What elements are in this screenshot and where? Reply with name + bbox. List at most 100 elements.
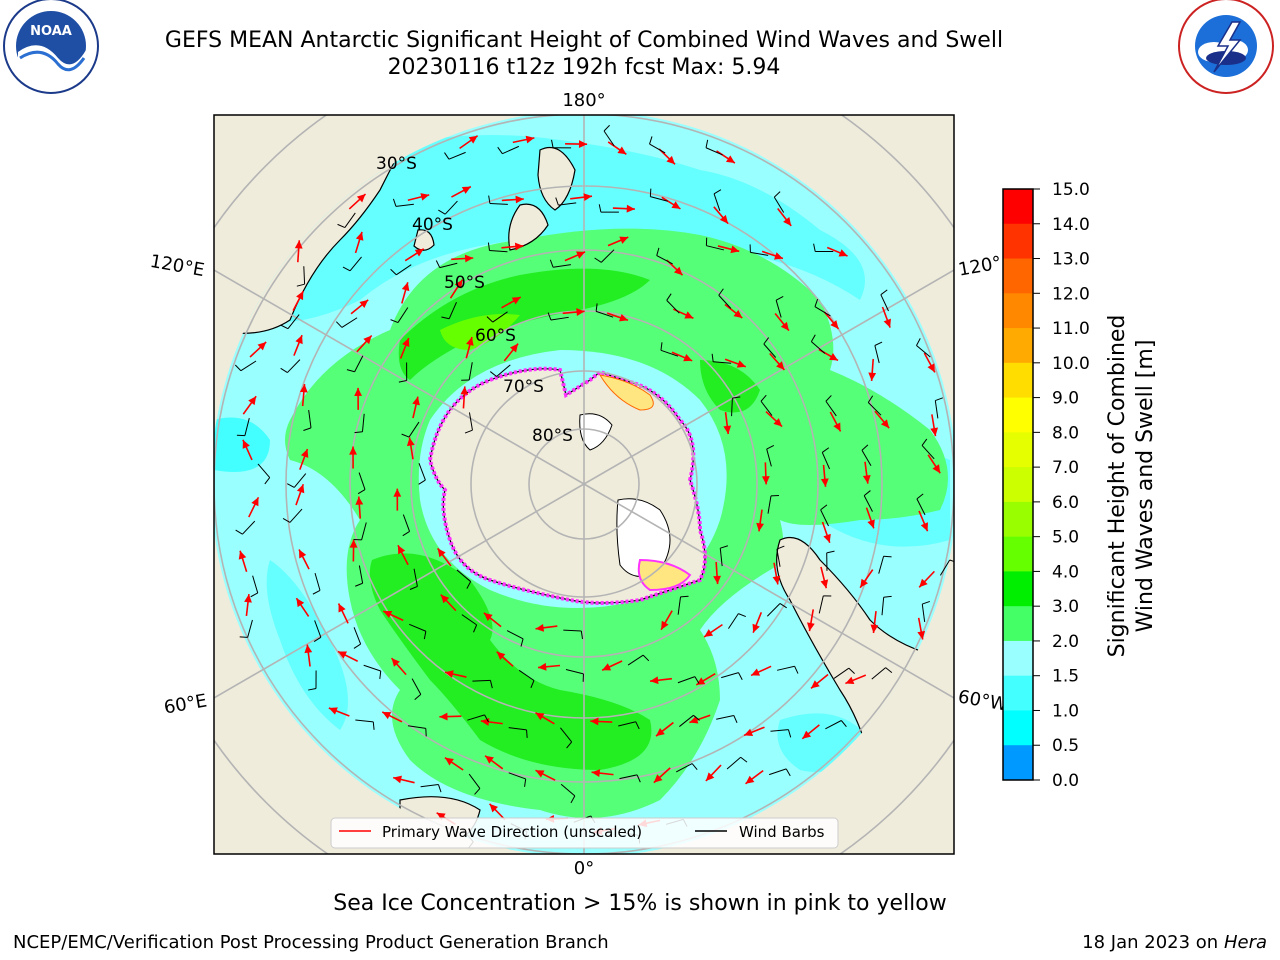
wind-barb-flag [524, 778, 527, 787]
wave-arrow-head [725, 155, 735, 164]
wave-arrow-head [402, 338, 410, 348]
wind-barb-flag [738, 672, 743, 680]
wave-arrow-head [338, 603, 346, 613]
wind-barb-flag [392, 198, 397, 207]
wind-barb-flag [484, 714, 489, 723]
wind-barb [244, 417, 250, 436]
colorbar-tick-label: 1.5 [1052, 667, 1079, 687]
wave-arrow-head [242, 439, 250, 449]
wind-barb [600, 249, 615, 263]
wind-barb-flag [694, 676, 700, 684]
colorbar-cell [1003, 501, 1033, 538]
wind-barb-flag [280, 367, 288, 373]
wind-barb [472, 679, 491, 682]
wind-barb [731, 398, 733, 417]
colorbar-tick-label: 9.0 [1052, 389, 1079, 409]
footer-date: 18 Jan 2023 on Hera [1082, 932, 1267, 953]
wind-barb-flag [390, 268, 397, 276]
wave-arrow-head [666, 155, 676, 165]
wind-barb-flag [372, 721, 375, 730]
wave-height-5m-zone [440, 314, 520, 350]
wave-arrow-head [401, 282, 410, 292]
wind-barb-flag [656, 247, 660, 256]
wave-arrow-head [883, 318, 891, 328]
wave-arrow-head [602, 663, 612, 671]
wind-barb [293, 473, 307, 488]
wind-barb [818, 595, 824, 614]
wind-barb [289, 508, 303, 523]
wave-arrow-head [820, 579, 829, 589]
wind-barb [489, 202, 508, 205]
wind-barb-flag [547, 312, 552, 321]
wave-arrow-head [296, 291, 304, 301]
wave-arrow-head [355, 231, 364, 241]
wave-arrow-head [576, 308, 585, 316]
wind-barb-flag [234, 364, 242, 372]
wave-arrow-head [719, 214, 729, 224]
wind-barb [833, 667, 850, 679]
wind-barb-flag [401, 433, 410, 438]
nws-logo [1178, 0, 1274, 94]
wind-barb-flag [773, 191, 781, 198]
wind-barb [825, 400, 837, 417]
colorbar-tick-label: 3.0 [1052, 597, 1079, 617]
wind-barb [565, 669, 584, 675]
colorbar-cell [1003, 571, 1033, 607]
wave-arrow-head [578, 140, 588, 148]
wind-barb [314, 572, 321, 591]
wave-arrow-head [454, 279, 463, 289]
wave-arrow-head [745, 775, 755, 784]
colorbar-tick-label: 7.0 [1052, 458, 1079, 478]
wind-barb [353, 627, 362, 645]
wave-arrow-head [238, 550, 247, 560]
wave-arrow-head [535, 770, 545, 778]
wind-barb [257, 463, 271, 478]
wind-barb [303, 266, 306, 285]
colorbar-tick-label: 0.5 [1052, 736, 1079, 756]
wind-barb-flag [570, 795, 576, 804]
wind-barb-flag [760, 394, 767, 402]
wind-barb-flag [883, 555, 892, 558]
wind-barb-flag [738, 613, 746, 618]
wind-barb-flag [474, 788, 481, 795]
wind-barb [776, 665, 795, 671]
wind-barb [489, 250, 508, 253]
wind-barb-flag [885, 667, 893, 674]
wave-arrow-head [736, 360, 746, 368]
wind-barb [881, 597, 885, 616]
wind-barb [656, 255, 673, 265]
wind-barb-flag [779, 603, 787, 609]
wind-barb [448, 151, 466, 160]
wind-barb [287, 359, 301, 373]
wind-barb [448, 302, 457, 319]
wind-barb-flag [718, 288, 724, 296]
wind-barb [766, 448, 772, 467]
colorbar-cell [1003, 397, 1033, 433]
colorbar-cell [1003, 189, 1033, 225]
colorbar-tick-label: 6.0 [1052, 493, 1079, 513]
wind-barb-flag [487, 242, 490, 251]
wave-arrow-head [833, 422, 841, 432]
wave-arrow-head [723, 425, 732, 434]
wave-arrow-head [591, 769, 601, 777]
wind-barb-flag [335, 321, 343, 328]
wave-arrow-head [774, 252, 783, 260]
colorbar-tick-label: 5.0 [1052, 528, 1079, 548]
wave-arrow-head [439, 712, 448, 721]
wind-barb [934, 400, 939, 419]
wind-barb-flag [794, 666, 799, 674]
wind-barb [820, 509, 829, 527]
wind-barb [728, 613, 739, 629]
wind-barb [595, 310, 614, 318]
wind-barb [650, 196, 668, 202]
wind-barb-flag [660, 342, 663, 351]
wind-barb [863, 495, 873, 512]
wind-barb-flag [916, 338, 921, 346]
wave-direction-arrows [238, 135, 941, 835]
wave-arrow-head [661, 620, 669, 630]
wind-barb [341, 317, 358, 328]
wave-arrow-head [619, 313, 628, 322]
wind-barb-flag [861, 444, 869, 451]
wave-arrow-head [535, 623, 545, 632]
wind-barb [397, 307, 409, 323]
